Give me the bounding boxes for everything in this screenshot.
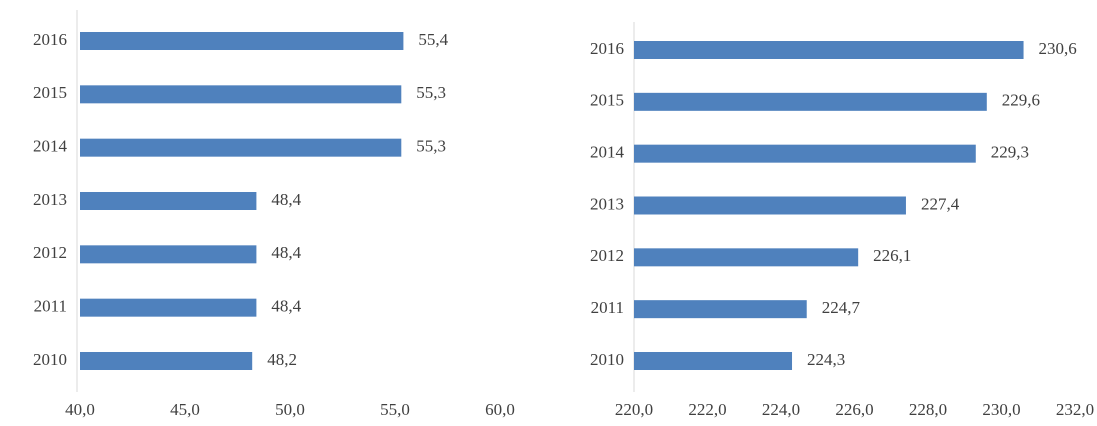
bar: [634, 352, 793, 370]
data-label: 224,3: [807, 350, 845, 369]
x-tick-label: 55,0: [380, 400, 410, 419]
bar: [80, 85, 402, 104]
bar: [634, 248, 859, 267]
data-label: 48,2: [267, 350, 297, 369]
data-label: 55,3: [416, 137, 446, 156]
data-label: 55,4: [418, 30, 448, 49]
x-tick-label: 232,0: [1056, 400, 1094, 419]
bar: [80, 352, 253, 370]
y-tick-label: 2014: [590, 143, 625, 162]
bar: [634, 196, 906, 215]
y-tick-label: 2015: [33, 83, 67, 102]
data-label: 226,1: [873, 246, 911, 265]
x-tick-label: 50,0: [275, 400, 305, 419]
data-label: 48,4: [271, 297, 301, 316]
y-tick-label: 2014: [33, 137, 68, 156]
x-tick-label: 220,0: [615, 400, 653, 419]
y-tick-label: 2011: [591, 298, 624, 317]
bar: [634, 144, 976, 163]
x-tick-label: 222,0: [688, 400, 726, 419]
x-tick-label: 40,0: [65, 400, 95, 419]
bar: [80, 138, 402, 157]
y-tick-label: 2011: [34, 297, 67, 316]
data-label: 48,4: [271, 243, 301, 262]
bar: [80, 32, 404, 50]
y-tick-label: 2012: [33, 243, 67, 262]
y-tick-label: 2016: [33, 30, 67, 49]
data-label: 227,4: [921, 194, 960, 213]
bar: [634, 300, 807, 319]
bar: [80, 245, 257, 264]
data-label: 224,7: [822, 298, 861, 317]
x-tick-label: 230,0: [982, 400, 1020, 419]
bar: [634, 92, 987, 111]
y-tick-label: 2013: [33, 190, 67, 209]
x-tick-label: 45,0: [170, 400, 200, 419]
data-label: 229,6: [1002, 91, 1040, 110]
x-tick-label: 224,0: [762, 400, 800, 419]
y-tick-label: 2016: [590, 39, 624, 58]
y-tick-label: 2015: [590, 91, 624, 110]
data-label: 55,3: [416, 83, 446, 102]
bar: [80, 192, 257, 210]
data-label: 230,6: [1039, 39, 1077, 58]
x-tick-label: 226,0: [835, 400, 873, 419]
x-tick-label: 60,0: [485, 400, 515, 419]
y-tick-label: 2010: [590, 350, 624, 369]
y-tick-label: 2010: [33, 350, 67, 369]
y-tick-label: 2012: [590, 246, 624, 265]
bar: [80, 298, 257, 317]
data-label: 48,4: [271, 190, 301, 209]
y-tick-label: 2013: [590, 194, 624, 213]
data-label: 229,3: [991, 143, 1029, 162]
bar: [634, 41, 1024, 59]
x-tick-label: 228,0: [909, 400, 947, 419]
